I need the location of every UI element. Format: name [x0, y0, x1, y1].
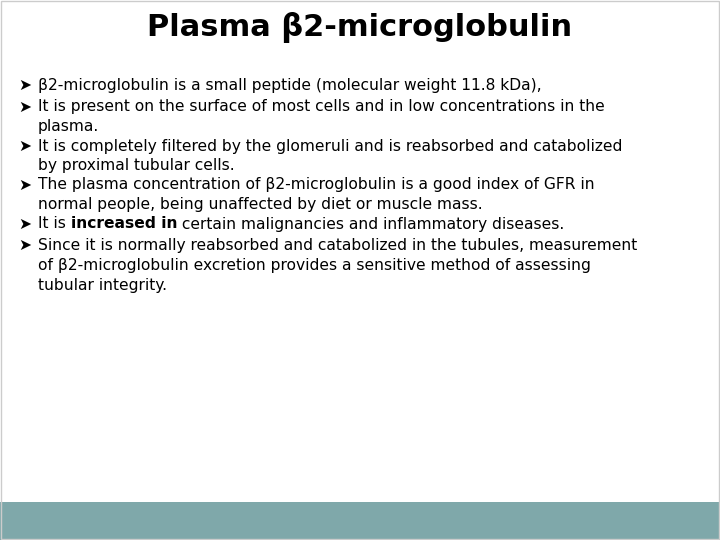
Text: ➤: ➤ — [18, 238, 31, 253]
Text: ➤: ➤ — [18, 78, 31, 93]
Text: It is: It is — [38, 217, 71, 232]
Text: The plasma concentration of β2-microglobulin is a good index of GFR in
normal pe: The plasma concentration of β2-microglob… — [38, 178, 595, 212]
Text: It is present on the surface of most cells and in low concentrations in the
plas: It is present on the surface of most cel… — [38, 99, 605, 134]
Text: certain malignancies and inflammatory diseases.: certain malignancies and inflammatory di… — [177, 217, 564, 232]
Text: ➤: ➤ — [18, 138, 31, 153]
Bar — [0, 502, 720, 540]
Text: β2-microglobulin is a small peptide (molecular weight 11.8 kDa),: β2-microglobulin is a small peptide (mol… — [38, 78, 541, 93]
Text: Since it is normally reabsorbed and catabolized in the tubules, measurement
of β: Since it is normally reabsorbed and cata… — [38, 238, 637, 293]
Text: It is completely filtered by the glomeruli and is reabsorbed and catabolized
by : It is completely filtered by the glomeru… — [38, 138, 622, 173]
Text: ➤: ➤ — [18, 217, 31, 232]
Text: Plasma β2-microglobulin: Plasma β2-microglobulin — [148, 12, 572, 43]
Text: increased in: increased in — [71, 217, 177, 232]
Text: ➤: ➤ — [18, 99, 31, 114]
Text: ➤: ➤ — [18, 178, 31, 192]
